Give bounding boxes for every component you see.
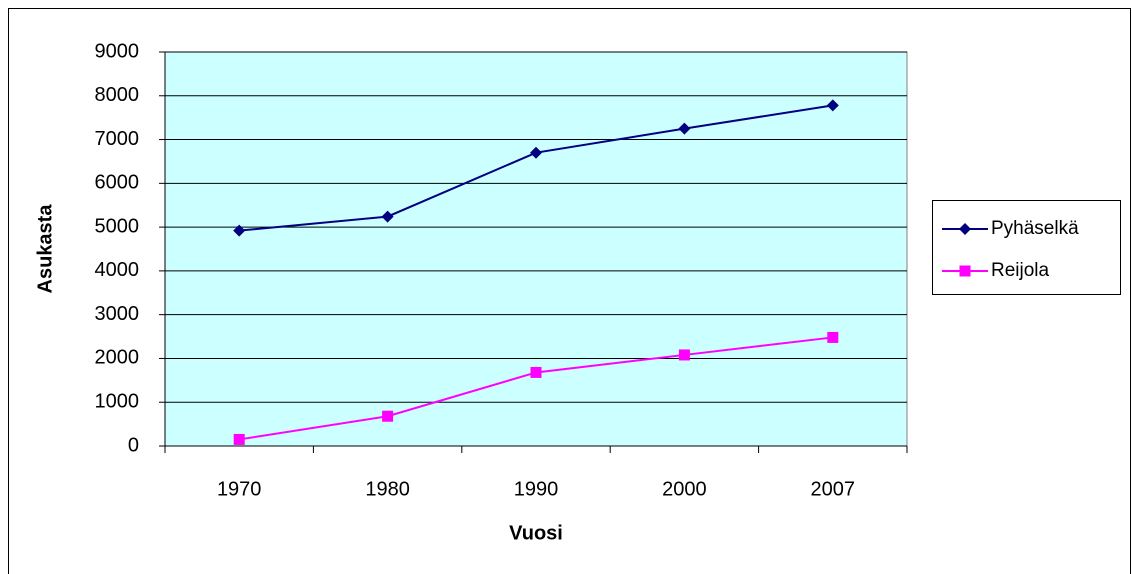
data-point [678,122,691,135]
legend-marker [959,265,971,277]
y-tick-label: 0 [128,434,139,456]
y-axis-title: Asukasta [34,204,56,294]
data-point [678,349,690,361]
plot-area [164,51,908,447]
data-point [381,210,394,223]
x-tick-label: 2007 [811,478,856,500]
x-tick-label: 1970 [217,478,262,500]
y-tick-label: 4000 [95,259,140,281]
y-tick-label: 5000 [95,215,140,237]
legend-label: Reijola [991,260,1050,281]
y-tick-label: 8000 [95,84,140,106]
legend-box [932,200,1121,295]
data-point [233,433,245,445]
y-tick-label: 1000 [95,391,140,413]
y-tick-label: 9000 [95,40,140,62]
data-point [382,410,394,422]
data-point [233,224,246,237]
data-point [827,331,839,343]
data-point [530,146,542,159]
y-tick-label: 6000 [95,172,140,194]
x-tick-label: 1990 [514,478,559,500]
x-tick-label: 2000 [662,478,707,500]
legend-marker [959,223,971,235]
data-point [826,99,839,112]
x-axis-title: Vuosi [509,522,563,544]
y-tick-label: 7000 [95,128,140,150]
y-tick-label: 2000 [95,347,140,369]
x-tick-label: 1980 [365,478,410,500]
data-point [530,366,542,378]
y-tick-label: 3000 [95,303,140,325]
legend-label: Pyhäselkä [991,218,1079,239]
